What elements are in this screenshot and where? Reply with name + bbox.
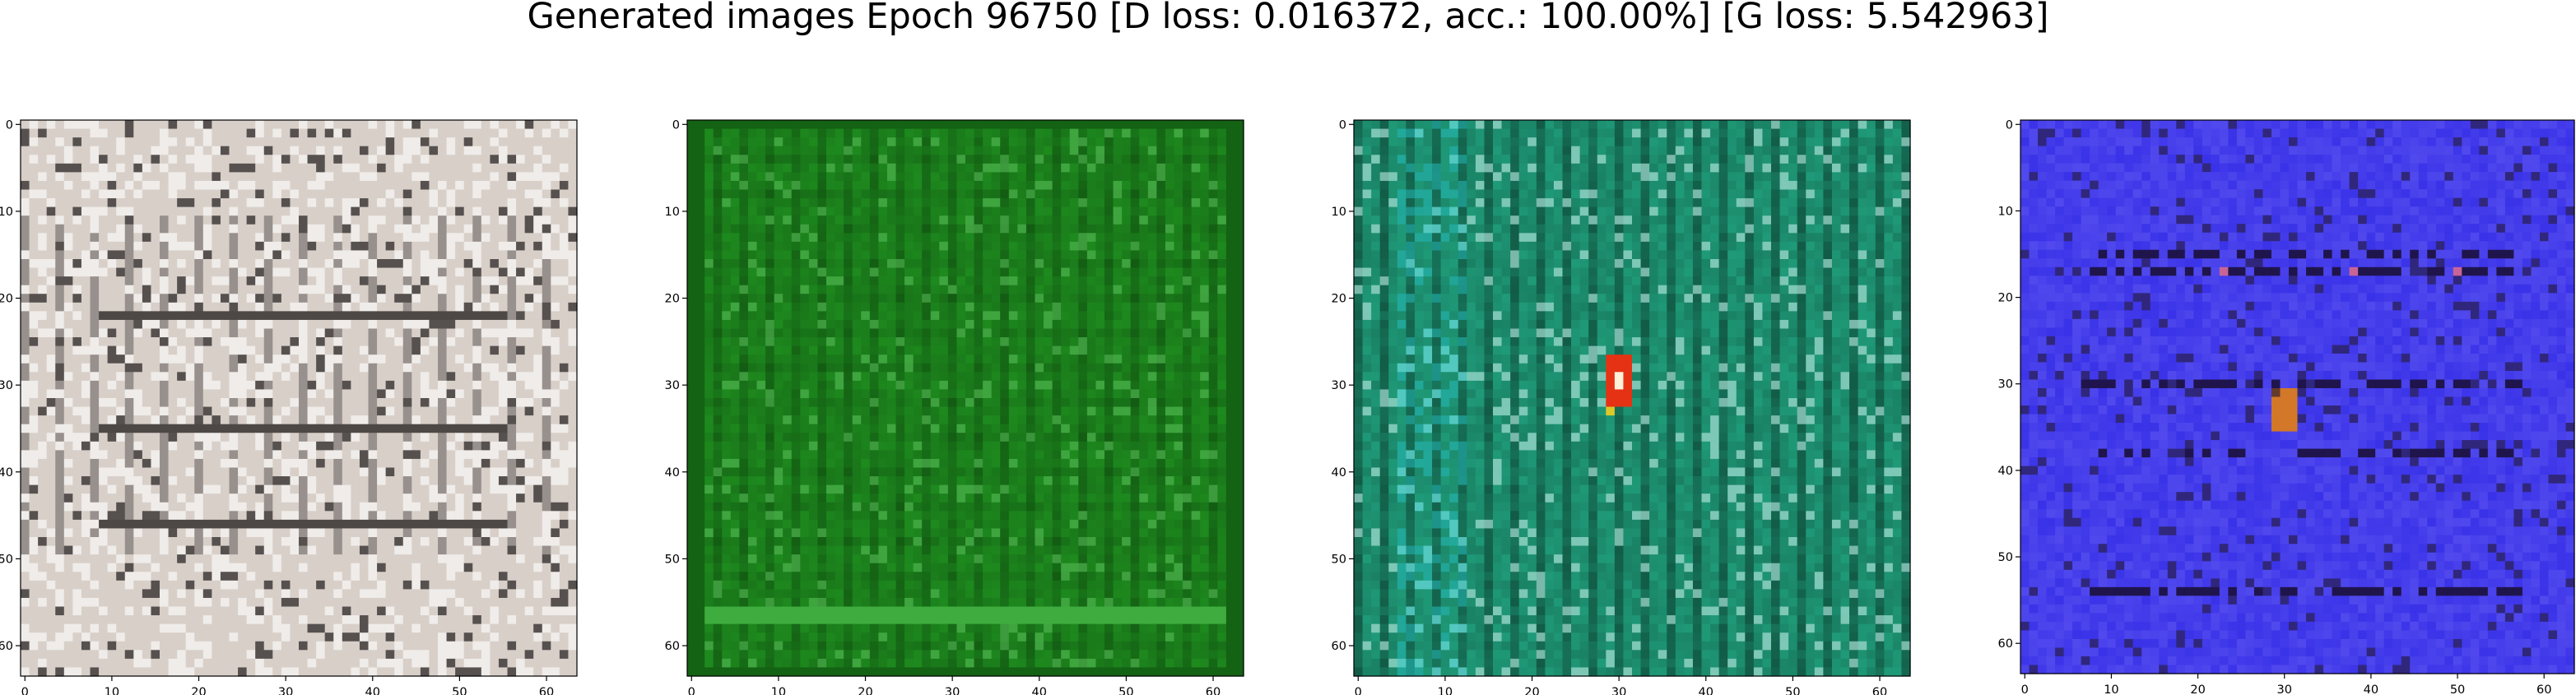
y-tick-label: 50 [665,553,680,566]
x-tick-label: 50 [452,686,467,695]
x-tick-label: 20 [191,686,206,695]
y-tick-label: 60 [0,640,13,653]
x-tick-label: 0 [2021,683,2029,695]
y-tick-label: 30 [665,379,680,392]
image-panel-2: 0 10 20 30 40 50 60 0 10 20 30 40 50 60 [665,118,1244,695]
x-tick-label: 60 [1206,686,1221,695]
y-tick-label: 20 [665,293,680,306]
x-tick-label: 50 [1785,686,1800,695]
x-tick-label: 60 [2536,683,2551,695]
generated-image-4 [2020,120,2575,674]
x-tick-label: 20 [858,686,872,695]
y-tick-label: 50 [0,553,13,566]
y-tick-label: 20 [1998,292,2013,305]
y-tick-label: 40 [665,466,680,480]
y-tick-label: 60 [665,640,680,653]
x-tick-label: 10 [105,686,119,695]
y-tick-label: 50 [1998,551,2013,564]
image-panel-3: 0 10 20 30 40 50 60 0 10 20 30 40 50 60 [1332,118,1911,695]
generated-image-3 [1354,120,1911,677]
x-tick-label: 50 [2450,683,2465,695]
y-tick-label: 60 [1998,637,2013,651]
x-tick-label: 40 [2364,683,2378,695]
y-tick-label: 40 [1332,466,1346,480]
y-tick-label: 30 [0,379,13,392]
y-tick-label: 0 [672,118,680,132]
x-tick-label: 40 [1032,686,1047,695]
y-tick-label: 20 [1332,293,1346,306]
x-tick-label: 30 [278,686,293,695]
x-tick-label: 60 [539,686,554,695]
y-tick-label: 10 [1998,205,2013,218]
x-tick-label: 60 [1872,686,1887,695]
x-tick-label: 30 [1611,686,1626,695]
x-tick-label: 40 [365,686,380,695]
x-tick-label: 20 [2190,683,2205,695]
image-panel-1: 0 10 20 30 40 50 60 0 10 20 30 40 50 60 [0,118,578,695]
x-tick-label: 30 [945,686,960,695]
x-tick-label: 30 [2277,683,2292,695]
y-tick-label: 0 [6,118,13,132]
x-tick-label: 10 [771,686,786,695]
y-tick-label: 40 [1998,465,2013,478]
y-tick-label: 50 [1332,553,1346,566]
image-panel-4: 0 10 20 30 40 50 60 0 10 20 30 40 50 60 [1998,118,2575,695]
generated-image-2 [687,120,1244,677]
y-tick-label: 10 [665,206,680,219]
x-tick-label: 10 [2104,683,2118,695]
y-tick-label: 30 [1998,378,2013,392]
x-tick-label: 20 [1524,686,1539,695]
x-tick-label: 10 [1438,686,1453,695]
y-tick-label: 10 [0,206,13,219]
y-tick-label: 0 [2006,118,2013,132]
y-tick-label: 20 [0,293,13,306]
y-tick-label: 60 [1332,640,1346,653]
x-tick-label: 0 [1355,686,1362,695]
x-tick-label: 0 [21,686,29,695]
y-tick-label: 30 [1332,379,1346,392]
y-tick-label: 10 [1332,206,1346,219]
generated-image-1 [21,120,578,677]
y-tick-label: 0 [1339,118,1346,132]
x-tick-label: 50 [1118,686,1133,695]
y-tick-label: 40 [0,466,13,480]
x-tick-label: 40 [1699,686,1713,695]
x-tick-label: 0 [688,686,695,695]
